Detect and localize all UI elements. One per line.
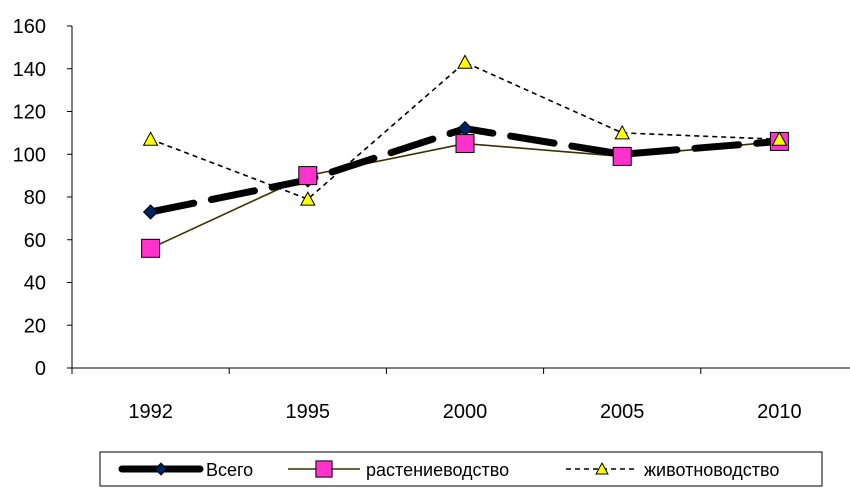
x-tick-label: 2005 bbox=[600, 401, 645, 423]
legend-marker bbox=[315, 460, 333, 478]
x-tick-label: 1995 bbox=[286, 401, 331, 423]
data-point bbox=[142, 131, 159, 146]
x-tick-label: 2010 bbox=[757, 401, 802, 423]
y-tick-label: 140 bbox=[13, 59, 46, 81]
y-tick-label: 160 bbox=[13, 16, 46, 38]
legend-label: Всего bbox=[206, 460, 253, 480]
data-point bbox=[455, 134, 475, 154]
legend-label: растениеводство bbox=[366, 460, 509, 480]
y-tick-label: 0 bbox=[35, 358, 46, 380]
y-tick-label: 60 bbox=[24, 230, 46, 252]
data-point bbox=[612, 146, 632, 166]
legend-marker bbox=[595, 461, 609, 475]
x-axis: 1992 1995 2000 2005 2010 bbox=[71, 367, 850, 423]
series-line bbox=[150, 61, 780, 201]
y-tick-label: 80 bbox=[24, 187, 46, 209]
legend-label: животноводство bbox=[644, 460, 779, 480]
y-tick-label: 120 bbox=[13, 102, 46, 124]
legend: Всего растениеводство животноводство bbox=[99, 451, 823, 487]
y-tick-label: 100 bbox=[13, 144, 46, 166]
series-3 bbox=[150, 61, 780, 201]
series-layer bbox=[141, 54, 789, 258]
data-point bbox=[299, 191, 316, 206]
data-point bbox=[141, 238, 161, 258]
data-point bbox=[771, 131, 788, 146]
data-point bbox=[298, 166, 318, 186]
data-point bbox=[614, 124, 631, 140]
y-tick-label: 20 bbox=[24, 315, 46, 337]
legend-item-1: Всего bbox=[118, 460, 253, 480]
legend-item-3: животноводство bbox=[566, 460, 779, 480]
y-axis: 0 20 40 60 80 100 120 140 160 bbox=[13, 16, 73, 380]
x-tick-label: 1992 bbox=[128, 401, 173, 423]
series-3-markers bbox=[142, 54, 788, 206]
legend-item-2: растениеводство bbox=[288, 460, 509, 480]
series-2-markers bbox=[141, 131, 789, 258]
y-tick-label: 40 bbox=[24, 273, 46, 295]
x-tick-label: 2000 bbox=[443, 401, 488, 423]
data-point bbox=[457, 54, 473, 69]
data-point bbox=[142, 204, 159, 220]
legend-marker bbox=[154, 462, 168, 476]
legend-box bbox=[99, 451, 823, 487]
